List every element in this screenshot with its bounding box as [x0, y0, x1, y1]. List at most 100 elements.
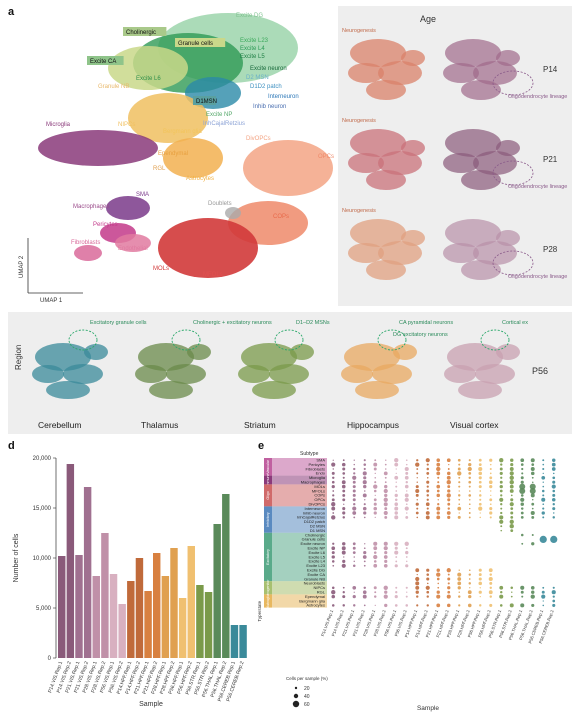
dot — [416, 472, 419, 475]
subtype-label: Excite L23 — [306, 563, 325, 568]
dot — [362, 555, 367, 559]
size-legend-dot — [293, 693, 299, 699]
subtype-label: Cholinergic — [305, 532, 325, 537]
subtype-label: Fibroblasts — [305, 466, 325, 471]
dot — [541, 590, 545, 594]
dot — [364, 543, 366, 545]
dot — [436, 603, 441, 608]
dot — [468, 573, 471, 576]
dot — [446, 493, 451, 498]
umap-label-excite-l23: Excite L23 — [240, 38, 269, 44]
dot — [551, 467, 556, 471]
dot — [468, 480, 472, 484]
dot — [362, 506, 367, 511]
dot — [531, 515, 535, 519]
size-legend-dot — [292, 700, 300, 708]
umap-label-doublets: Doublets — [208, 201, 232, 207]
dot — [373, 467, 377, 471]
type-label: Oligo — [266, 491, 270, 499]
umap-label-macrophages: Macrophages — [73, 204, 109, 210]
dot — [489, 485, 493, 489]
type-strip — [264, 532, 272, 582]
umap-label-cholinergic: Cholinergic — [126, 30, 156, 36]
dot — [446, 480, 451, 485]
dot — [458, 595, 461, 598]
umap-blob — [443, 243, 479, 263]
umap-blob — [366, 260, 406, 280]
dot — [478, 577, 482, 581]
dot — [383, 541, 388, 546]
dot — [479, 604, 482, 607]
highlight-outline — [68, 329, 98, 351]
dot — [404, 506, 409, 511]
dot — [521, 472, 524, 475]
type-label: Vascular — [266, 459, 270, 474]
dot — [331, 560, 335, 563]
dot — [542, 503, 545, 506]
umap-label-excite-l6: Excite L6 — [136, 76, 161, 82]
umap-blob — [496, 344, 520, 360]
region-striatum: D1–D2 MSNs Striatum — [238, 320, 330, 430]
umap-label-endothelial: Endothelial — [118, 246, 148, 252]
dot — [542, 507, 545, 510]
dot — [384, 481, 387, 484]
dot — [384, 484, 388, 489]
bar — [101, 533, 109, 658]
dot — [352, 475, 357, 480]
dot — [488, 568, 493, 573]
oligo-lineage-label: Oligodendrocyte lineage — [508, 184, 567, 190]
dot — [341, 462, 346, 467]
dot — [542, 586, 545, 589]
dot — [374, 481, 377, 484]
dot — [394, 604, 398, 607]
dot — [436, 568, 440, 572]
region-name: Hippocampus — [347, 420, 399, 430]
umap-blob — [166, 364, 206, 384]
umap-label-inhib-neuron: Inhib neuron — [253, 104, 286, 110]
dot — [331, 594, 336, 599]
dot — [342, 459, 345, 462]
region-note: Cortical excitatory neurons — [502, 320, 528, 326]
bar — [135, 558, 144, 658]
dot — [384, 551, 388, 555]
dot — [510, 494, 513, 497]
dot — [426, 604, 429, 607]
dot — [426, 485, 429, 488]
bar — [83, 487, 92, 658]
dot — [405, 512, 408, 514]
subtype-label: InhCajalRetzius — [297, 515, 325, 520]
dot — [478, 506, 483, 511]
dot — [447, 573, 450, 576]
umap-label-microglia: Microglia — [46, 122, 71, 128]
dot — [332, 494, 335, 497]
umap-label-box — [123, 27, 167, 36]
dot — [479, 595, 481, 598]
dot — [499, 489, 503, 493]
dot — [426, 498, 429, 501]
dot — [373, 554, 378, 560]
umap-blob — [46, 381, 90, 399]
dot — [384, 468, 387, 470]
dot — [374, 591, 377, 594]
dot — [362, 590, 367, 595]
dot — [383, 510, 388, 516]
umap-blob — [63, 364, 103, 384]
dot — [352, 564, 356, 568]
type-band-astroglia — [272, 594, 327, 608]
dot — [489, 573, 492, 576]
dot — [499, 519, 504, 524]
dot — [520, 603, 525, 608]
type-strip — [264, 484, 272, 507]
dot — [488, 576, 493, 582]
umap-blob — [447, 343, 503, 371]
dot — [510, 463, 514, 467]
region-name: Striatum — [244, 420, 276, 430]
dot — [405, 471, 409, 475]
umap-blob — [445, 39, 501, 67]
type-band-oligo — [272, 484, 327, 507]
dot — [374, 604, 376, 607]
dot — [510, 586, 514, 590]
dot — [394, 550, 399, 555]
dot — [488, 590, 493, 595]
age-label: P28 — [543, 245, 558, 254]
